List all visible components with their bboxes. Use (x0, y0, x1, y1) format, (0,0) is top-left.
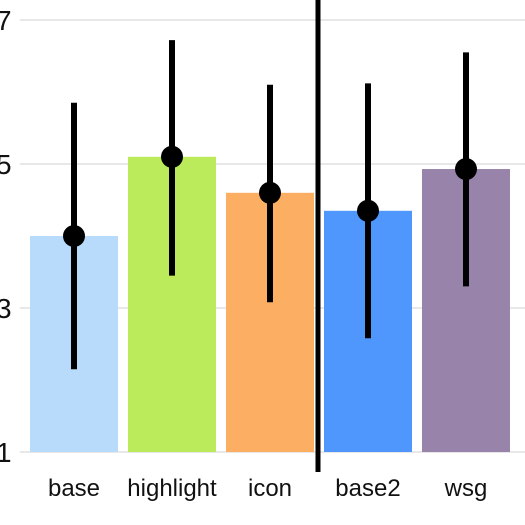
x-tick-label-base: base (48, 475, 100, 502)
y-tick-label: 7 (0, 5, 12, 36)
y-tick-label: 3 (0, 293, 12, 324)
mean-point-base (63, 225, 85, 247)
mean-point-base2 (357, 199, 379, 222)
mean-point-wsg (455, 158, 477, 181)
x-tick-label-highlight: highlight (127, 475, 217, 502)
y-tick-label: 5 (0, 149, 12, 180)
y-tick-label: 1 (0, 437, 12, 468)
x-tick-label-icon: icon (248, 475, 292, 502)
x-tick-label-base2: base2 (335, 475, 400, 502)
mean-point-highlight (161, 145, 183, 168)
mean-point-icon (259, 181, 281, 204)
x-tick-label-wsg: wsg (444, 475, 488, 502)
